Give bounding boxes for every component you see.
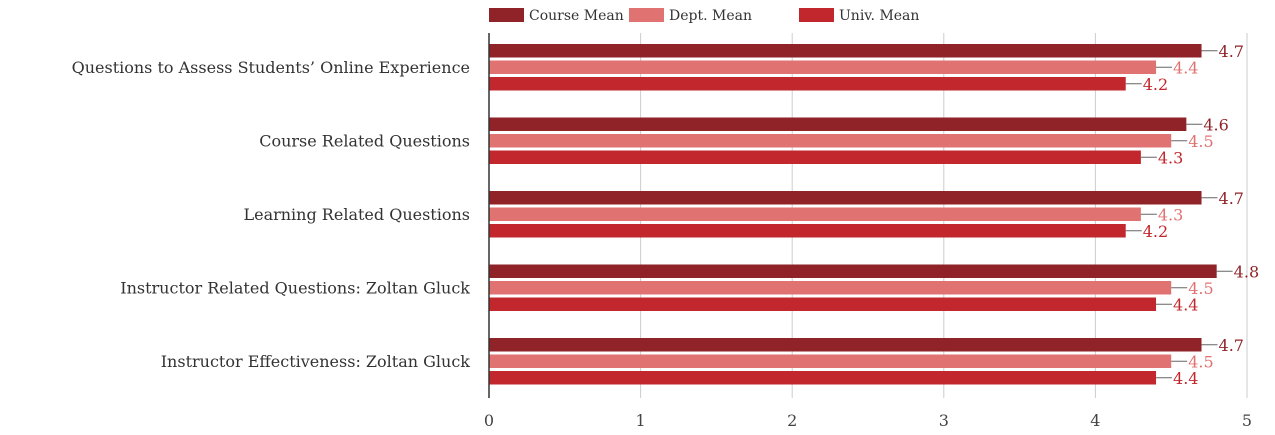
bar	[489, 224, 1126, 238]
value-label: 4.4	[1173, 369, 1198, 388]
legend-label: Univ. Mean	[839, 8, 919, 24]
bar	[489, 371, 1157, 385]
category-labels: Questions to Assess Students’ Online Exp…	[72, 58, 471, 371]
legend-item-2: Univ. Mean	[799, 8, 919, 24]
value-labels: 4.74.44.24.64.54.34.74.34.24.84.54.44.74…	[1125, 42, 1259, 388]
category-label: Questions to Assess Students’ Online Exp…	[72, 58, 470, 77]
value-label: 4.5	[1188, 132, 1213, 151]
value-label: 4.7	[1219, 336, 1244, 355]
bar	[489, 281, 1172, 295]
legend-item-0: Course Mean	[489, 8, 624, 24]
category-label: Instructor Effectiveness: Zoltan Gluck	[161, 352, 471, 371]
value-label: 4.7	[1219, 42, 1244, 61]
bar	[489, 207, 1141, 221]
bar	[489, 264, 1217, 278]
value-label: 4.5	[1188, 352, 1213, 371]
x-tick-label-2: 2	[787, 411, 797, 430]
bar	[489, 77, 1126, 91]
bar	[489, 117, 1187, 131]
bar	[489, 134, 1172, 148]
value-label: 4.5	[1188, 279, 1213, 298]
value-label: 4.8	[1234, 262, 1259, 281]
legend-swatch	[489, 8, 524, 22]
x-tick-label-5: 5	[1242, 411, 1252, 430]
value-label: 4.3	[1158, 205, 1183, 224]
legend-label: Dept. Mean	[669, 8, 752, 24]
legend-label: Course Mean	[529, 8, 624, 24]
x-tick-label-3: 3	[939, 411, 949, 430]
x-tick-label-0: 0	[484, 411, 494, 430]
x-tick-label-4: 4	[1090, 411, 1100, 430]
x-tick-label-1: 1	[636, 411, 646, 430]
value-label: 4.2	[1143, 75, 1168, 94]
bar	[489, 354, 1172, 368]
category-label: Learning Related Questions	[243, 205, 470, 224]
bar	[489, 297, 1157, 311]
value-label: 4.4	[1173, 58, 1198, 77]
legend-item-1: Dept. Mean	[629, 8, 752, 24]
bar	[489, 44, 1202, 58]
legend-swatch	[629, 8, 664, 22]
value-label: 4.3	[1158, 148, 1183, 167]
bars	[489, 44, 1217, 385]
category-label: Course Related Questions	[259, 132, 470, 151]
value-label: 4.4	[1173, 295, 1198, 314]
value-label: 4.2	[1143, 222, 1168, 241]
value-label: 4.7	[1219, 189, 1244, 208]
bar	[489, 60, 1157, 74]
bar	[489, 150, 1141, 164]
value-label: 4.6	[1203, 115, 1228, 134]
bar	[489, 191, 1202, 205]
bar	[489, 338, 1202, 352]
legend: Course Mean Dept. Mean Univ. Mean	[489, 8, 919, 24]
legend-swatch	[799, 8, 834, 22]
category-label: Instructor Related Questions: Zoltan Glu…	[120, 279, 470, 298]
x-axis: 0 1 2 3 4 5	[484, 33, 1252, 430]
